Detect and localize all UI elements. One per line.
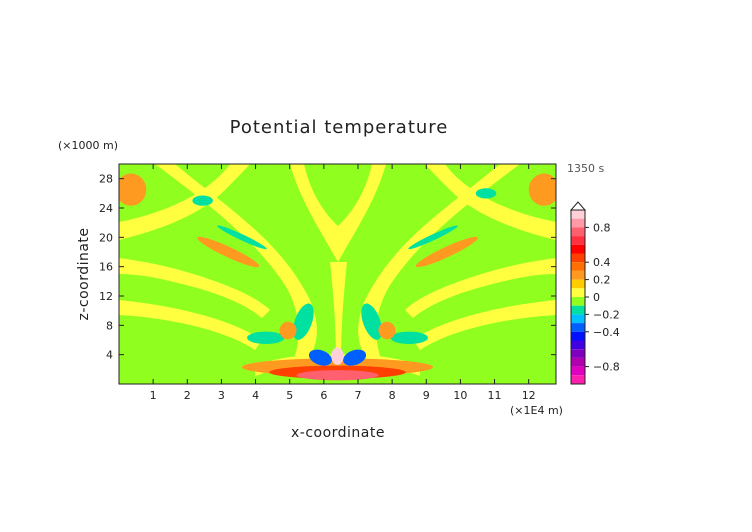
colorbar-label-5: −0.2	[593, 308, 620, 321]
time-label: 1350 s	[567, 162, 604, 175]
field-feature-12	[390, 331, 428, 345]
field-feature-19	[343, 349, 367, 366]
field-feature-4	[415, 236, 478, 268]
y-tick-label-4: 4	[106, 349, 113, 362]
colorbar-band-8	[571, 270, 585, 280]
colorbar-band-1	[571, 210, 585, 219]
x-axis-ticks: 1 2 3 4 5 6 7 8 9 10 11 12	[150, 164, 536, 402]
field-feature-3	[197, 236, 260, 268]
field-plume-1	[119, 164, 250, 240]
x-unit-label: (×1E4 m)	[510, 404, 563, 417]
x-tick-label-7: 7	[354, 389, 361, 402]
colorbar-band-19	[571, 366, 585, 376]
chart-title: Potential temperature	[230, 117, 449, 138]
colorbar-label-6: −0.4	[593, 326, 620, 339]
y-unit-label: (×1000 m)	[58, 139, 118, 152]
y-tick-label-16: 16	[99, 261, 113, 274]
field-feature-8	[408, 225, 458, 250]
field-plume-7	[119, 258, 270, 318]
field-feature-7	[217, 225, 267, 250]
x-tick-label-3: 3	[218, 389, 225, 402]
x-tick-label-10: 10	[453, 389, 467, 402]
field-feature-5	[192, 195, 213, 206]
field-feature-11	[247, 331, 285, 345]
colorbar-band-2	[571, 218, 585, 228]
field-feature-13	[279, 321, 297, 340]
colorbar-band-17	[571, 349, 585, 358]
field-feature-6	[475, 188, 497, 199]
colorbar-band-11	[571, 297, 585, 306]
colorbar-band-13	[571, 314, 585, 324]
x-tick-label-6: 6	[320, 389, 327, 402]
x-tick-label-8: 8	[389, 389, 396, 402]
colorbar-extend-arrow	[569, 201, 587, 211]
field-plume-3	[155, 164, 317, 370]
colorbar-band-10	[571, 288, 585, 297]
field-feature-10	[361, 303, 382, 340]
field-feature-1	[119, 173, 147, 206]
y-tick-label-20: 20	[99, 231, 113, 244]
field-feature-20	[331, 347, 344, 365]
colorbar-band-3	[571, 227, 585, 237]
colorbar-band-7	[571, 262, 585, 271]
field-feature-17	[296, 370, 379, 381]
y-tick-label-24: 24	[99, 202, 113, 215]
colorbar: 0.8 0.4 0.2 0 −0.2 −0.4 −0.8	[569, 201, 620, 385]
x-tick-label-9: 9	[423, 389, 430, 402]
x-axis-label: x-coordinate	[291, 425, 385, 441]
field-feature-14	[378, 321, 396, 340]
field-feature-9	[293, 303, 314, 340]
colorbar-band-4	[571, 236, 585, 245]
colorbar-label-2: 0.4	[593, 256, 611, 269]
colorbar-band-5	[571, 244, 585, 254]
field-plume-10	[413, 300, 556, 350]
colorbar-label-3: 0.2	[593, 274, 611, 287]
colorbar-band-14	[571, 323, 585, 332]
colorbar-band-12	[571, 305, 585, 315]
field-plume-4	[358, 164, 520, 370]
colorbar-band-15	[571, 331, 585, 341]
y-axis-label: z-coordinate	[76, 227, 92, 320]
colorbar-band-16	[571, 340, 585, 350]
colorbar-label-1: 0.8	[593, 221, 611, 234]
y-tick-label-28: 28	[99, 173, 113, 186]
field-plume-5	[290, 164, 386, 262]
heatmap-field	[119, 164, 556, 384]
x-tick-label-11: 11	[488, 389, 502, 402]
x-tick-label-4: 4	[252, 389, 259, 402]
colorbar-label-4: 0	[593, 291, 600, 304]
x-tick-label-2: 2	[184, 389, 191, 402]
colorbar-band-18	[571, 357, 585, 367]
field-plume-9	[119, 300, 262, 350]
plot-frame	[118, 163, 557, 385]
x-tick-label-1: 1	[150, 389, 157, 402]
y-tick-label-12: 12	[99, 290, 113, 303]
field-plume-8	[405, 258, 556, 318]
y-tick-label-8: 8	[106, 319, 113, 332]
y-axis-ticks: 4 8 12 16 20 24 28	[99, 173, 556, 362]
field-feature-2	[528, 173, 556, 206]
colorbar-label-7: −0.8	[593, 361, 620, 374]
colorbar-band-6	[571, 253, 585, 263]
field-feature-18	[308, 349, 332, 366]
colorbar-band-9	[571, 279, 585, 289]
x-tick-label-12: 12	[522, 389, 536, 402]
field-plume-6	[330, 262, 347, 360]
field-plume-2	[425, 164, 556, 240]
colorbar-band-20	[571, 375, 585, 384]
x-tick-label-5: 5	[286, 389, 293, 402]
